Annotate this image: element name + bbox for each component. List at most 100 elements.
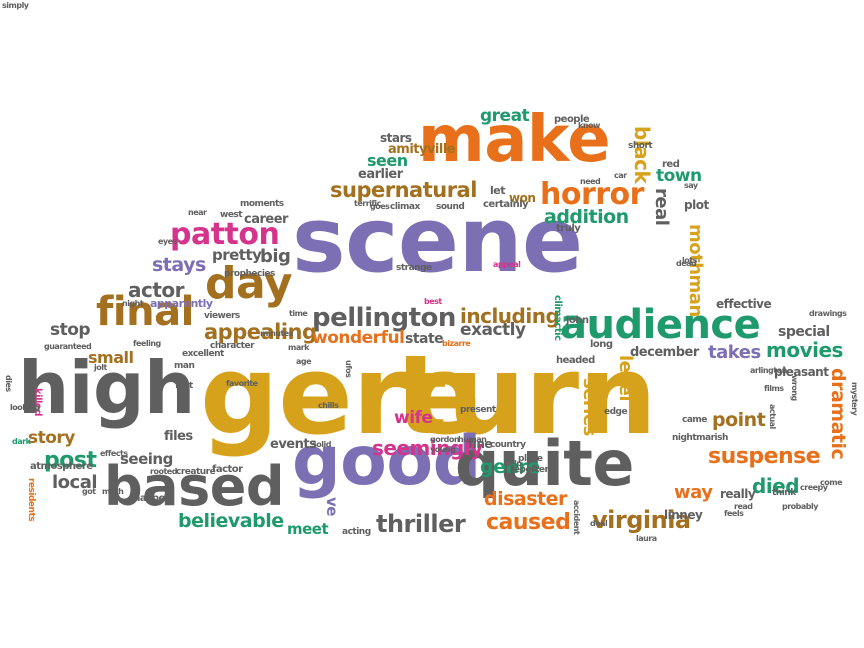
cloud-word: effective [716, 297, 772, 311]
cloud-word: sound [436, 202, 465, 212]
cloud-word: dark [12, 437, 31, 446]
cloud-word: way [674, 482, 713, 503]
cloud-word: ve [323, 497, 341, 516]
cloud-word: films [764, 384, 784, 393]
cloud-word: make [418, 103, 611, 177]
cloud-word: small [88, 348, 134, 367]
cloud-word: accident [572, 500, 581, 535]
cloud-word: headed [556, 355, 595, 366]
cloud-word: factor [212, 464, 243, 475]
cloud-word: night [122, 299, 144, 308]
cloud-word: takes [708, 342, 761, 363]
cloud-word: looking [10, 403, 40, 412]
cloud-word: think [772, 488, 796, 498]
cloud-word: scene [292, 188, 583, 293]
cloud-word: certainly [483, 199, 529, 210]
cloud-word: west [220, 210, 243, 220]
cloud-word: including [460, 304, 560, 328]
cloud-word: prophecies [224, 269, 275, 279]
cloud-word: amityville [388, 142, 456, 157]
cloud-word: jolt [94, 363, 107, 372]
cloud-word: atmosphere [30, 461, 93, 472]
cloud-word: dead [676, 259, 697, 268]
cloud-word: age [296, 357, 312, 366]
cloud-word: long [590, 339, 613, 350]
cloud-word: town [656, 166, 702, 186]
cloud-word: excellent [182, 349, 224, 359]
cloud-word: stays [152, 254, 206, 276]
cloud-word: story [28, 428, 75, 448]
cloud-word: big [260, 246, 291, 267]
cloud-word: based [104, 455, 285, 518]
cloud-word: pretty [212, 246, 262, 264]
cloud-word: human [458, 435, 487, 444]
cloud-word: final [96, 289, 194, 335]
cloud-word: solid [312, 440, 331, 449]
cloud-word: special [778, 324, 830, 340]
cloud-word: stars [380, 131, 412, 145]
cloud-word: feeling [133, 339, 161, 348]
cloud-word: earlier [358, 167, 403, 182]
cloud-word: apparently [150, 297, 213, 310]
cloud-word: pellington [312, 303, 456, 333]
cloud-word: career [244, 212, 288, 227]
cloud-word: post [44, 448, 97, 473]
cloud-word: real [651, 188, 672, 226]
cloud-word: exactly [460, 320, 526, 340]
cloud-word: black [630, 126, 654, 184]
cloud-word: bizarre [442, 339, 471, 348]
cloud-word: meet [287, 520, 329, 538]
cloud-word: dies [4, 375, 13, 392]
cloud-word: effects [100, 449, 128, 458]
cloud-word: series [579, 378, 600, 436]
cloud-word: help [504, 459, 522, 468]
cloud-word: audience [560, 302, 761, 348]
cloud-word: favorite [226, 379, 258, 388]
cloud-word: wife [394, 408, 433, 428]
cloud-word: thriller [376, 510, 466, 538]
cloud-word: reporter [510, 465, 549, 475]
cloud-word: gordon [430, 435, 460, 444]
cloud-word: wonderful [312, 328, 405, 348]
cloud-word: really [720, 487, 756, 501]
cloud-word: nightmarish [672, 433, 728, 443]
cloud-word: short [628, 141, 653, 151]
cloud-word: come [820, 478, 843, 487]
cloud-word: arlington [750, 366, 787, 375]
cloud-word: patton [170, 217, 280, 252]
cloud-word: residents [26, 478, 36, 522]
cloud-word: simply [2, 1, 29, 10]
cloud-word: guaranteed [44, 342, 92, 351]
cloud-word: man [174, 361, 195, 371]
cloud-word: present [460, 405, 496, 415]
cloud-word: suspense [708, 444, 821, 469]
cloud-word: died [752, 474, 800, 498]
cloud-word: goes [370, 202, 390, 211]
cloud-word: lots [682, 256, 697, 265]
cloud-word: eyes [158, 237, 177, 246]
cloud-word: virginia [592, 506, 691, 534]
cloud-word: linney [664, 508, 703, 522]
cloud-word: december [630, 345, 699, 360]
cloud-word: actor [128, 278, 185, 302]
cloud-word: dramatic [827, 368, 849, 460]
cloud-word: creature [176, 467, 216, 477]
cloud-word: won [509, 191, 536, 205]
cloud-word: need [580, 177, 601, 186]
cloud-word: place [518, 454, 543, 464]
cloud-word: seen [367, 151, 408, 170]
cloud-word: near [188, 208, 207, 217]
cloud-word: actual [768, 404, 777, 429]
cloud-word: stop [50, 320, 91, 340]
cloud-word: came [682, 415, 707, 425]
cloud-word: probably [782, 502, 818, 511]
cloud-word: acting [342, 527, 371, 537]
cloud-word: chills [318, 401, 339, 410]
cloud-word: wrong [790, 375, 799, 401]
cloud-word: young [430, 445, 456, 454]
cloud-word: red [662, 159, 680, 170]
cloud-word: pleasant [774, 365, 829, 379]
cloud-word: mothman [685, 224, 706, 317]
cloud-word: maybe [130, 493, 165, 504]
cloud-word: disaster [484, 488, 567, 510]
